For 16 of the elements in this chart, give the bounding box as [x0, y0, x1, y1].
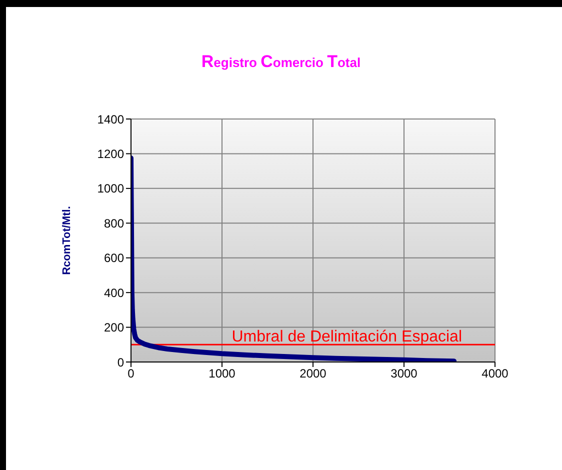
y-axis-title: RcomTot/Mtl. [60, 206, 73, 275]
x-tick-label: 0 [128, 366, 135, 381]
y-tick-label: 600 [104, 251, 124, 266]
y-tick-label: 1000 [97, 182, 124, 196]
y-tick-label: 400 [104, 286, 124, 300]
y-tick-label: 1400 [97, 112, 124, 126]
y-tick-label: 800 [104, 216, 124, 230]
x-tick-label: 1000 [208, 366, 236, 381]
y-tick-label: 1200 [97, 146, 124, 161]
ref-line-label: Umbral de Delimitación Espacial [232, 328, 462, 346]
y-tick-label: 200 [104, 320, 124, 335]
x-tick-label: 4000 [482, 366, 509, 381]
y-tick-label: 0 [117, 355, 124, 370]
x-tick-label: 2000 [300, 366, 327, 381]
x-tick-label: 3000 [390, 366, 418, 381]
chart-title: Registro Comercio Total [201, 52, 361, 71]
